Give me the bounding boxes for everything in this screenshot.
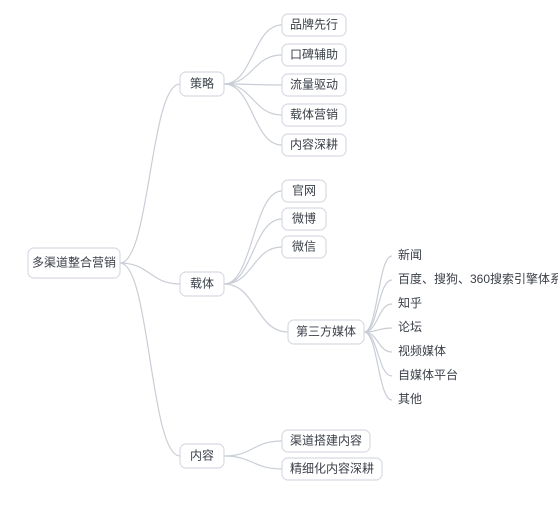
branch-content-label: 内容 [190, 448, 214, 463]
branch-carrier-sub-leaf-6-label: 其他 [398, 392, 422, 406]
branch-carrier-leaf-0: 官网 [282, 180, 326, 202]
connector [364, 256, 392, 332]
branch-carrier-sub-leaf-1-label: 百度、搜狗、360搜索引擎体系 [398, 271, 558, 286]
connector [364, 332, 392, 376]
connector [224, 219, 282, 284]
branch-carrier-sub-leaf-5-label: 自媒体平台 [398, 367, 458, 382]
branch-carrier-leaf-1-label: 微博 [292, 211, 316, 226]
branch-content-leaf-0: 渠道搭建内容 [282, 430, 370, 452]
branch-carrier-sub-leaf-5: 自媒体平台 [398, 367, 458, 382]
connector [224, 84, 282, 115]
branch-strategy: 策略 [180, 72, 224, 96]
branch-carrier-leaf-0-label: 官网 [292, 183, 316, 198]
root-node: 多渠道整合营销 [28, 248, 120, 278]
branch-carrier-leaf-2-label: 微信 [292, 240, 316, 254]
branch-carrier-label: 载体 [190, 277, 214, 291]
branch-carrier-sub-leaf-4: 视频媒体 [398, 343, 446, 358]
connector [120, 263, 180, 456]
branch-carrier-sub-label: 第三方媒体 [296, 324, 356, 339]
connector [224, 456, 282, 469]
branch-carrier-leaf-1: 微博 [282, 208, 326, 230]
branch-carrier-leaf-2: 微信 [282, 236, 326, 258]
branch-carrier-sub-leaf-0: 新闻 [398, 247, 422, 262]
nodes: 多渠道整合营销 策略 品牌先行口碑辅助流量驱动载体营销内容深耕载体 官网微博微信第三方… [28, 14, 558, 480]
branch-carrier-sub-leaf-2: 知乎 [398, 296, 422, 310]
connector [224, 191, 282, 284]
branch-content-leaf-1-label: 精细化内容深耕 [290, 461, 374, 476]
connector [224, 25, 282, 84]
mindmap-svg: 多渠道整合营销 策略 品牌先行口碑辅助流量驱动载体营销内容深耕载体 官网微博微信第三方… [0, 0, 558, 505]
branch-content-leaf-0-label: 渠道搭建内容 [290, 433, 362, 448]
branch-content-leaf-1: 精细化内容深耕 [282, 458, 382, 480]
branch-carrier-sub-leaf-0-label: 新闻 [398, 247, 422, 262]
branch-strategy-leaf-4-label: 内容深耕 [290, 137, 338, 152]
branch-carrier-sub-leaf-4-label: 视频媒体 [398, 343, 446, 358]
connector [224, 55, 282, 84]
branch-carrier-sub-leaf-6: 其他 [398, 392, 422, 406]
branch-strategy-leaf-0-label: 品牌先行 [290, 18, 338, 32]
connector [224, 441, 282, 456]
branch-strategy-leaf-1-label: 口碑辅助 [290, 47, 338, 62]
connectors [120, 25, 392, 469]
branch-carrier-sub-leaf-3: 论坛 [398, 320, 422, 334]
branch-carrier-sub-leaf-2-label: 知乎 [398, 296, 422, 310]
connector [120, 263, 180, 284]
connector [224, 284, 288, 332]
branch-carrier: 载体 [180, 272, 224, 296]
branch-carrier-sub-leaf-1: 百度、搜狗、360搜索引擎体系 [398, 271, 558, 286]
branch-strategy-leaf-3: 载体营销 [282, 104, 346, 126]
root-node-label: 多渠道整合营销 [32, 255, 116, 270]
branch-strategy-leaf-0: 品牌先行 [282, 14, 346, 36]
branch-strategy-leaf-2: 流量驱动 [282, 74, 346, 96]
branch-strategy-leaf-4: 内容深耕 [282, 134, 346, 156]
branch-strategy-label: 策略 [190, 76, 214, 91]
branch-strategy-leaf-2-label: 流量驱动 [290, 78, 338, 92]
branch-strategy-leaf-3-label: 载体营销 [290, 108, 338, 122]
branch-content: 内容 [180, 444, 224, 468]
branch-carrier-sub-leaf-3-label: 论坛 [398, 320, 422, 334]
connector [120, 84, 180, 263]
branch-strategy-leaf-1: 口碑辅助 [282, 44, 346, 66]
connector [364, 280, 392, 332]
branch-carrier-sub: 第三方媒体 [288, 320, 364, 344]
